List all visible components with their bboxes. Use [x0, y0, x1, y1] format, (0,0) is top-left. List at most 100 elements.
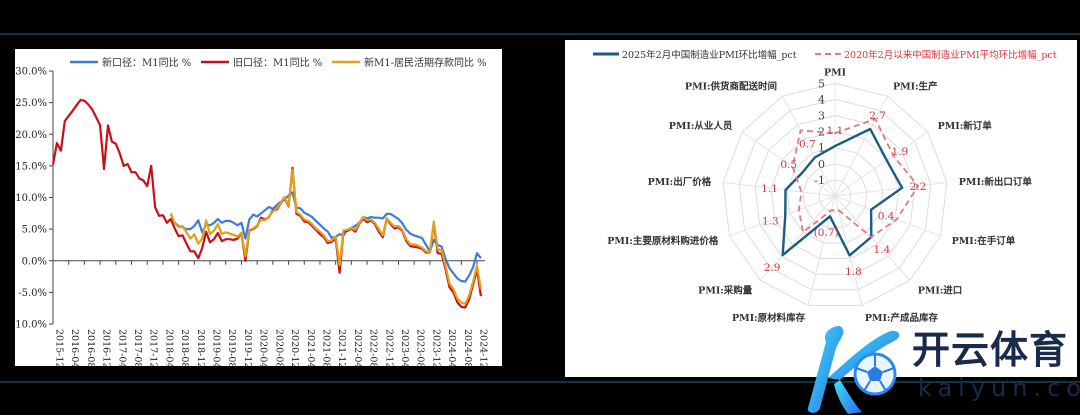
radar-r-tick-label: 4	[818, 93, 825, 106]
radar-spoke	[807, 195, 836, 306]
top-divider-line	[0, 33, 1080, 35]
x-tick-label: 2021-08	[320, 329, 331, 366]
x-tick-label: 2018-12	[195, 329, 206, 366]
x-tick-label: 2019-08	[226, 329, 237, 366]
radar-axis-label: PMI:进口	[918, 284, 963, 296]
x-tick-label: 2016-08	[85, 329, 96, 366]
x-tick-label: 2019-12	[242, 329, 253, 366]
y-tick-label: 20.0%	[15, 130, 47, 141]
radar-grid-ring	[722, 82, 948, 306]
pmi-radar-chart-panel: PMI PMI:生产 PMI:新订单 PMI:新出口订单 PMI:在手订单 PMI:进口 P…	[565, 40, 1077, 377]
watermark-domain-text: kaiyun.com	[918, 374, 1080, 402]
radar-data-label: 1.1	[761, 183, 778, 195]
radar-data-label: 0.7	[799, 138, 816, 150]
series-line-new-m1-minus-household	[169, 168, 482, 305]
radar-r-tick-label: 5	[818, 77, 825, 90]
radar-axis-label: PMI:出厂价格	[648, 176, 712, 188]
radar-axis-label: PMI:采购量	[698, 284, 753, 296]
x-tick-label: 2022-12	[383, 329, 394, 366]
radar-r-tick-label: 1	[818, 142, 825, 155]
legend-label: 新口径：M1同比 %	[102, 56, 191, 69]
y-tick-label: 10.0%	[15, 193, 47, 204]
radar-axis-label: PMI:新订单	[938, 120, 993, 132]
x-tick-label: 2016-04	[69, 329, 80, 366]
radar-data-label: 1.3	[762, 216, 779, 228]
radar-axis-label: PMI	[824, 67, 847, 78]
radar-series-avg-since-2020	[791, 118, 920, 238]
x-tick-label: 2024-12	[478, 329, 489, 366]
radar-data-label: 0.4	[878, 210, 895, 222]
x-tick-label: 2017-04	[116, 329, 127, 366]
x-tick-label: 2023-08	[415, 329, 426, 366]
radar-grid-ring	[754, 114, 916, 275]
radar-spoke	[834, 195, 911, 281]
radar-data-label: 2.2	[910, 181, 927, 193]
radar-axis-label: PMI:新出口订单	[959, 176, 1033, 188]
radar-r-tick-label: 0	[818, 158, 825, 171]
m1-line-chart-panel: 30.0% 25.0% 20.0% 15.0% 10.0% 5.0% 0.0% -5.0% -1…	[12, 49, 502, 368]
x-tick-label: 2022-08	[368, 329, 379, 366]
x-tick-label: 2017-12	[148, 329, 159, 366]
radar-r-tick-label: 3	[818, 110, 825, 123]
x-tick-label: 2015-12	[54, 329, 65, 366]
radar-grid-ring	[738, 98, 932, 291]
radar-spoke	[741, 131, 836, 197]
radar-axis-label: PMI:在手订单	[952, 235, 1016, 247]
y-tick-label: -10.0%	[15, 320, 47, 331]
radar-data-label: 0.5	[780, 159, 797, 171]
radar-series-2025-02	[781, 127, 904, 257]
legend-label: 旧口径：M1同比 %	[233, 56, 322, 69]
radar-grid-ring	[818, 179, 852, 213]
y-tick-label: 5.0%	[22, 225, 47, 236]
watermark-brand-text: 开云体育	[912, 328, 1069, 372]
series-line-old-m1	[51, 98, 482, 309]
x-tick-label: 2024-08	[462, 329, 473, 366]
radar-spoke	[834, 131, 929, 197]
radar-spoke	[782, 95, 836, 197]
y-tick-label: 15.0%	[15, 161, 47, 172]
x-tick-label: 2020-04	[258, 329, 269, 366]
legend-label: 2025年2月中国制造业PMI环比增幅_pct	[622, 49, 797, 61]
radar-axis-label: PMI:从业人员	[669, 120, 733, 132]
x-tick-label: 2021-04	[305, 329, 316, 366]
m1-line-chart: 30.0% 25.0% 20.0% 15.0% 10.0% 5.0% 0.0% -5.0% -1…	[12, 56, 489, 368]
x-tick-label: 2018-08	[179, 329, 190, 366]
radar-spoke	[729, 195, 836, 237]
x-tick-label: 2024-04	[446, 329, 457, 366]
radar-data-label: 1.8	[845, 266, 862, 278]
kaiyun-watermark-logo: 开云体育 kaiyun.com	[800, 318, 1080, 415]
radar-data-label: 2.9	[764, 262, 781, 274]
radar-axis-label: PMI:主要原材料购进价格	[607, 235, 719, 247]
x-tick-label: 2022-04	[352, 329, 363, 366]
x-tick-label: 2020-08	[273, 329, 284, 366]
x-tick-label: 2023-04	[399, 329, 410, 366]
x-tick-label: 2020-12	[289, 329, 300, 366]
bottom-divider-line	[0, 381, 1080, 383]
kaiyun-k-ball-logo-icon	[807, 326, 900, 414]
y-tick-label: 0.0%	[22, 256, 47, 267]
radar-data-label: 2.7	[869, 110, 886, 122]
radar-spoke	[834, 195, 941, 237]
radar-axis-label: PMI:生产	[893, 81, 938, 93]
radar-axis-label: PMI:产成品库存	[865, 312, 939, 324]
legend-label: 2020年2月以来中国制造业PMI平均环比增幅_pct	[844, 49, 1057, 61]
y-tick-label: 30.0%	[15, 67, 47, 78]
radar-spoke	[759, 195, 836, 281]
pmi-radar-chart: PMI PMI:生产 PMI:新订单 PMI:新出口订单 PMI:在手订单 PMI:进口 P…	[593, 49, 1057, 324]
radar-spoke	[834, 95, 888, 197]
radar-spoke	[834, 181, 947, 197]
x-tick-label: 2017-08	[132, 329, 143, 366]
x-tick-label: 2021-12	[336, 329, 347, 366]
x-tick-label: 2018-04	[163, 329, 174, 366]
radar-data-label: (0.7)	[814, 227, 839, 239]
x-tick-label: 2023-12	[430, 329, 441, 366]
x-tick-label: 2019-04	[211, 329, 222, 366]
radar-data-label: 1.1	[827, 125, 844, 137]
y-tick-label: 25.0%	[15, 98, 47, 109]
legend-label: 新M1-居民活期存款同比 %	[364, 56, 487, 69]
x-tick-label: 2016-12	[101, 329, 112, 366]
radar-axis-label: PMI:原材料库存	[732, 312, 806, 324]
y-tick-label: -5.0%	[18, 288, 47, 299]
radar-r-tick-label: -1	[814, 174, 825, 187]
radar-data-label: 1.9	[891, 146, 908, 158]
